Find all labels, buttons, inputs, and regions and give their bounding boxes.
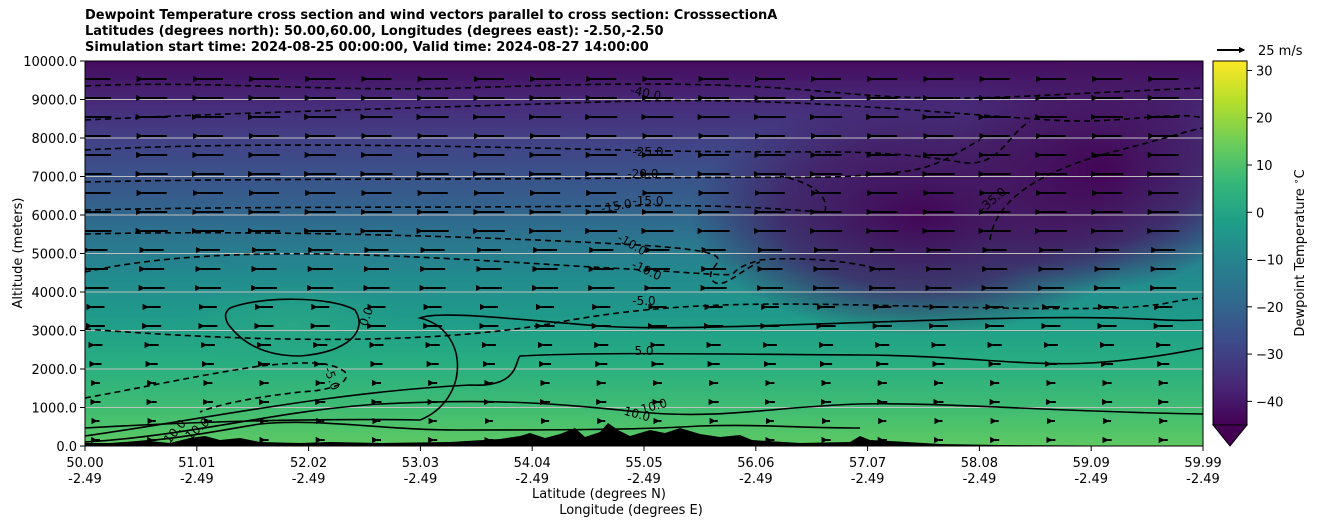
colorbar-tick-label: 0 [1256,206,1264,221]
y-tick-label: 10000.0 [23,55,77,70]
contour-label: -40.0 [629,83,662,103]
dewpoint-field [85,61,1203,446]
colorbar-tick-label: −40 [1256,395,1283,410]
x-tick-lat: 50.00 [66,456,103,471]
contour-minus-20 [85,139,981,183]
x-tick-lon: -2.49 [404,472,438,487]
x-axis-label-line-2: Longitude (degrees E) [559,503,703,518]
colorbar-label: Dewpoint Temperature ∘C [1292,169,1308,336]
y-tick-label: 0.0 [56,440,77,455]
terrain [85,423,1203,446]
contour-label: 10.0 [622,404,651,424]
contour-label: -15.0 [600,196,633,215]
quiver-key: 25 m/s [1217,44,1303,59]
x-tick-lon: -2.49 [292,472,326,487]
colorbar-tick-label: −10 [1256,254,1283,269]
contour-minus-15 [85,175,827,213]
contour-10 [85,400,1203,443]
title-line-3: Simulation start time: 2024-08-25 00:00:… [85,40,649,55]
x-tick-lat: 57.07 [849,456,886,471]
y-tick-label: 2000.0 [32,363,78,378]
x-tick-lat: 51.01 [178,456,215,471]
colorbar-tick-label: 10 [1256,159,1273,174]
contour-0 [85,314,1203,429]
x-tick-lat: 52.02 [290,456,327,471]
x-tick-lon: -2.49 [68,472,102,487]
quiver-key-label: 25 m/s [1258,44,1303,59]
contour-minus-10 [85,231,761,285]
colorbar-tick-label: −20 [1256,301,1283,316]
x-axis: 50.00-2.4951.01-2.4952.02-2.4953.03-2.49… [66,446,1222,487]
x-tick-lat: 58.08 [961,456,998,471]
x-tick-lat: 54.04 [514,456,551,471]
x-tick-lon: -2.49 [739,472,773,487]
contour-minus-35 [85,99,1203,122]
y-tick-label: 8000.0 [32,132,78,147]
x-tick-lat: 59.99 [1184,456,1221,471]
contour-label: 10.0 [639,396,668,416]
x-tick-lon: -2.49 [1186,472,1220,487]
y-axis: 0.0 1000.0 2000.0 3000.0 4000.0 5000.0 6000.0 7… [23,55,85,455]
x-tick-lat: 56.06 [737,456,774,471]
title-line-1: Dewpoint Temperature cross section and w… [85,8,778,23]
y-tick-label: 7000.0 [32,171,78,186]
x-tick-lon: -2.49 [180,472,214,487]
colorbar-tick-label: −30 [1256,348,1283,363]
y-tick-label: 6000.0 [32,209,78,224]
contour-lines [85,83,1203,446]
contour-label: -15.0 [632,194,663,208]
contour-minus-10b [85,253,881,276]
x-tick-lat: 53.03 [402,456,439,471]
y-tick-label: 3000.0 [32,325,78,340]
contour-10b [85,421,861,446]
colorbar: 30 20 10 0 −10 −20 −30 −40 Dewpoint Temperature… [1211,60,1308,447]
x-axis-label-line-1: Latitude (degrees N) [532,487,666,502]
contour-minus-5 [85,297,1203,341]
x-tick-lon: -2.49 [627,472,661,487]
contour-label: 0.0 [356,305,376,328]
y-tick-label: 9000.0 [32,94,78,109]
y-axis-label: Altitude (meters) [11,198,26,309]
contour-0-loop [224,298,360,357]
contour-label: -5.0 [632,294,655,308]
colorbar-tick-label: 30 [1256,64,1273,79]
x-tick-lat: 59.09 [1073,456,1110,471]
x-tick-lon: -2.49 [963,472,997,487]
colorbar-tick-label: 20 [1256,112,1273,127]
x-tick-lon: -2.49 [851,472,885,487]
chart-title: Dewpoint Temperature cross section and w… [85,8,777,56]
contour-minus-25 [85,121,1031,164]
contour-minus-5b [85,362,347,413]
y-tick-label: 5000.0 [32,248,78,263]
title-line-2: Latitudes (degrees north): 50.00,60.00, … [85,24,664,39]
x-tick-lat: 55.05 [625,456,662,471]
contour-minus-40 [85,83,1203,99]
colorbar-extend-triangle [1211,424,1249,447]
contour-minus-35b [989,127,1203,241]
contour-5 [85,347,1203,437]
x-tick-lon: -2.49 [1074,472,1108,487]
x-tick-lon: -2.49 [515,472,549,487]
y-tick-label: 4000.0 [32,286,78,301]
contour-label: -25.0 [632,145,663,159]
y-tick-label: 1000.0 [32,402,78,417]
colorbar-gradient [1212,60,1248,426]
contour-label: 5.0 [634,344,653,358]
contour-label: -20.0 [627,167,658,181]
